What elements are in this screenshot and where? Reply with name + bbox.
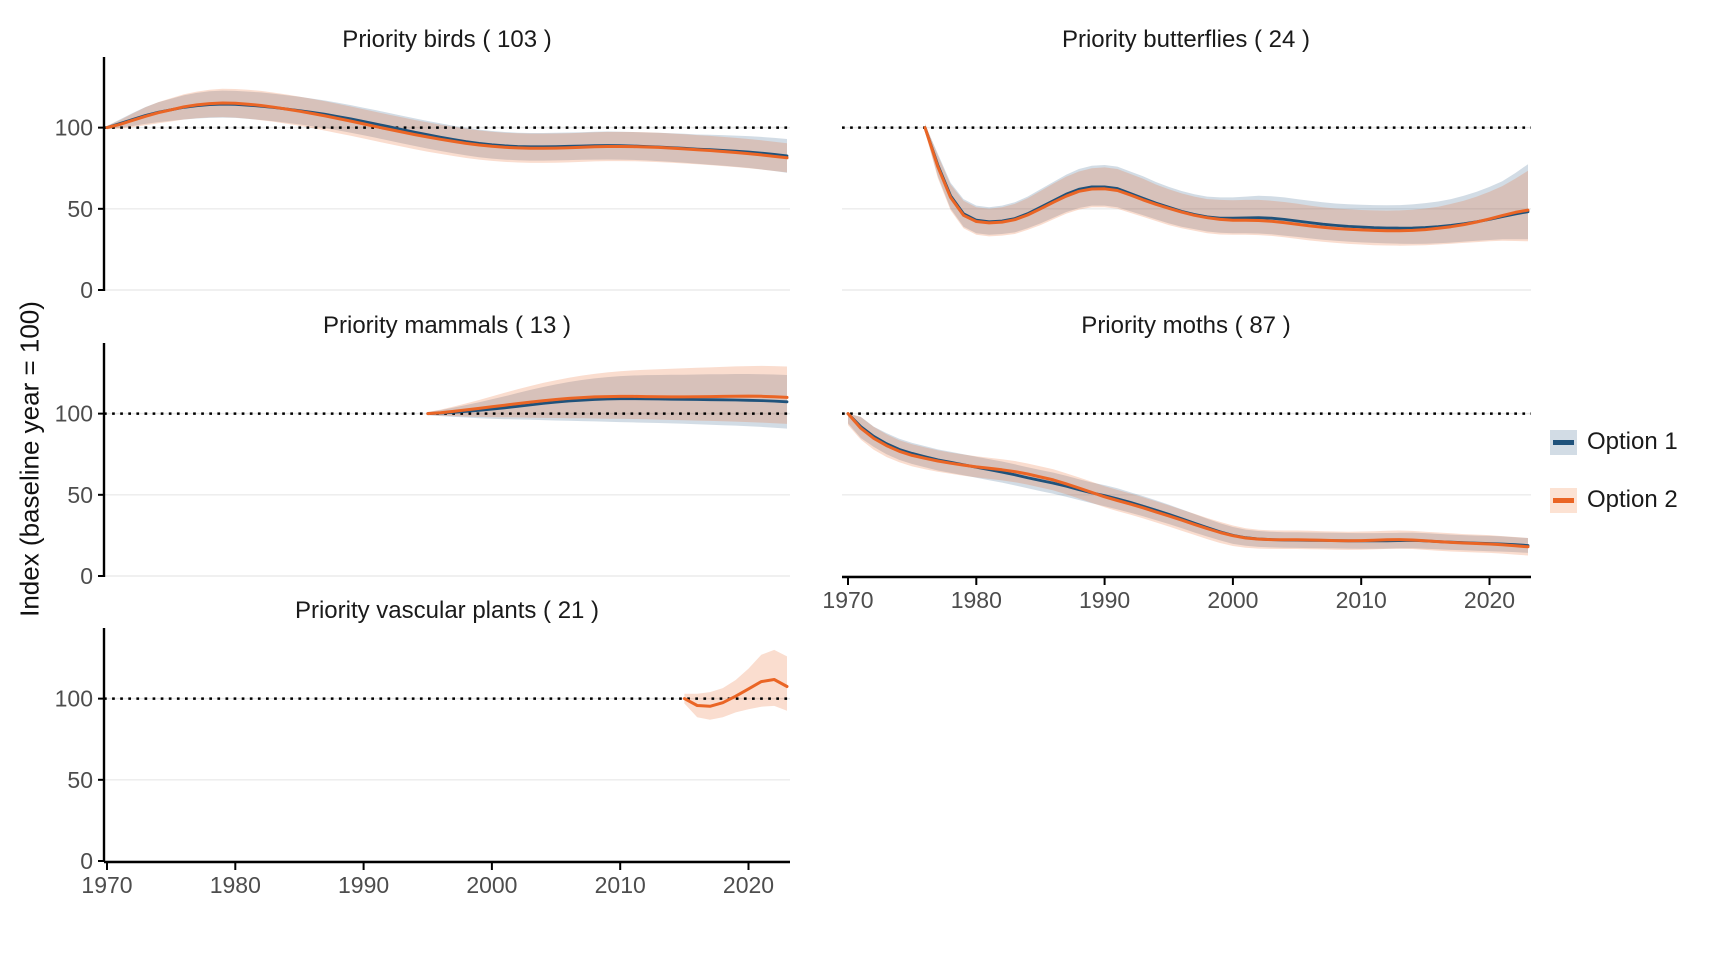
y-tick-label: 100 [55,686,93,712]
panel-title-birds: Priority birds ( 103 ) [342,26,552,53]
ribbon-option1 [848,413,1528,553]
legend-label-option1: Option 1 [1587,428,1678,455]
x-tick-label: 1970 [822,587,873,613]
line-option1 [426,397,789,415]
y-tick-label: 50 [67,482,93,508]
panel-title-moths: Priority moths ( 87 ) [1081,312,1291,339]
line-option2 [105,101,789,160]
legend: Option 1 Option 2 [1550,428,1678,514]
x-tick-label: 1980 [210,872,261,898]
y-tick-label: 100 [55,115,93,141]
panel-birds: 0 50 100 [55,57,790,303]
legend-label-option2: Option 2 [1587,486,1678,513]
legend-key-option2-line [1553,497,1574,503]
x-tick-label: 2010 [1336,587,1387,613]
y-tick-label: 50 [67,196,93,222]
ribbon-option2 [427,365,787,424]
line-option2 [426,394,789,416]
ribbon-option2 [925,123,1528,246]
ribbon-option1 [107,90,787,173]
legend-key-option1-swatch [1550,429,1577,455]
legend-item-option2: Option 2 [1550,486,1678,514]
legend-key-option2-swatch [1550,487,1577,513]
ribbon-option1 [925,124,1528,244]
line-option2 [923,126,1530,233]
ribbon-option2 [684,649,787,720]
x-tick-label: 2000 [466,872,517,898]
x-tick-label: 2020 [1464,587,1515,613]
y-tick-label: 0 [80,277,93,303]
panel-mammals: 0 50 100 [55,343,790,589]
y-tick-label: 100 [55,401,93,427]
line-option2 [846,412,1530,549]
legend-item-option1: Option 1 [1550,428,1678,456]
line-option2 [682,678,789,708]
x-tick-label: 2000 [1207,587,1258,613]
ribbon-option1 [427,374,787,429]
ribbon-option2 [107,88,787,173]
y-tick-label: 50 [67,767,93,793]
x-tick-label: 1990 [1079,587,1130,613]
panel-title-butterflies: Priority butterflies ( 24 ) [1061,26,1311,53]
y-axis-title: Index (baseline year = 100) [14,301,45,617]
y-tick-label: 0 [80,848,93,874]
x-tick-label: 2020 [723,872,774,898]
panel-title-mammals: Priority mammals ( 13 ) [322,312,572,339]
panel-title-vascular-plants: Priority vascular plants ( 21 ) [294,597,600,624]
y-tick-label: 0 [80,563,93,589]
x-tick-label: 2010 [595,872,646,898]
x-tick-label: 1980 [951,587,1002,613]
ribbon-option2 [848,413,1528,556]
legend-key-option1-line [1553,439,1574,445]
x-tick-label: 1970 [81,872,132,898]
panel-butterflies [842,123,1531,291]
panel-moths: 1970 1980 1990 2000 2010 2020 [822,412,1531,613]
x-tick-label: 1990 [338,872,389,898]
panel-vascular: 0 50 100 1970 1980 1990 2000 2010 2020 [55,628,790,898]
